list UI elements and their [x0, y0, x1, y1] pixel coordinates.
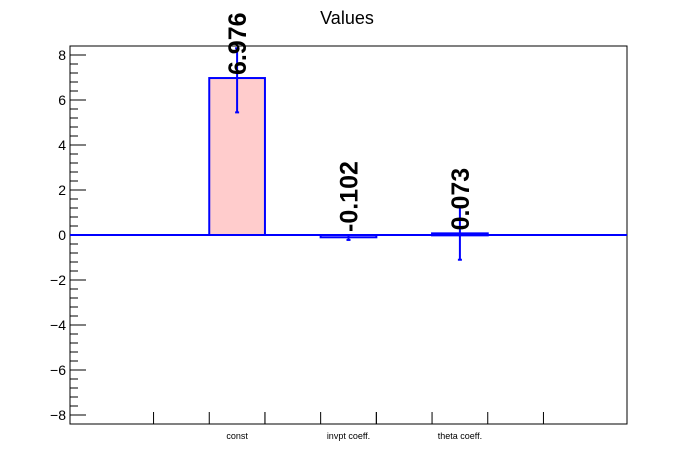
value-label: 0.073 — [447, 168, 475, 231]
y-tick-label: −4 — [50, 317, 66, 333]
value-label: 6.976 — [224, 12, 252, 75]
y-tick-label: 2 — [58, 182, 66, 198]
y-tick-label: −2 — [50, 272, 66, 288]
value-labels: 6.976 -0.102 0.073 — [224, 12, 475, 232]
y-tick-label: 6 — [58, 92, 66, 108]
x-axis: const invpt coeff. theta coeff. — [153, 412, 544, 441]
error-bars — [235, 47, 462, 261]
x-category-label: const — [226, 431, 248, 441]
y-tick-label: −8 — [50, 407, 66, 423]
y-tick-label: 0 — [58, 227, 66, 243]
value-label: -0.102 — [336, 161, 364, 232]
y-tick-label: 4 — [58, 137, 66, 153]
x-category-label: invpt coeff. — [327, 431, 370, 441]
chart-title: Values — [320, 8, 374, 28]
y-tick-label: 8 — [58, 47, 66, 63]
x-category-label: theta coeff. — [438, 431, 482, 441]
y-tick-label: −6 — [50, 362, 66, 378]
